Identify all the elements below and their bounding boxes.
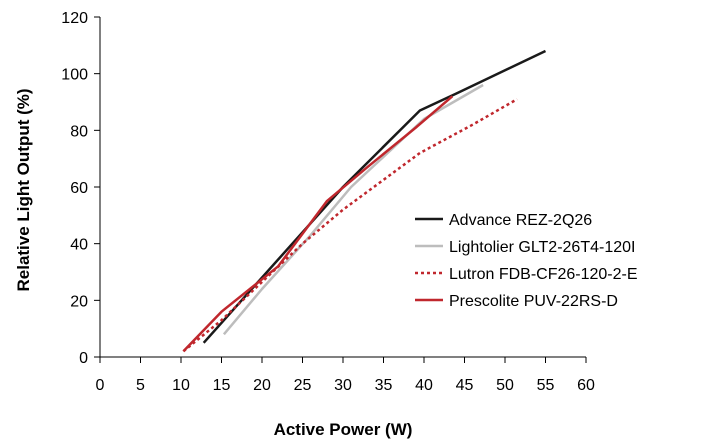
legend: Advance REZ-2Q26 Lightolier GLT2-26T4-120… xyxy=(415,212,638,310)
y-tick-label: 120 xyxy=(61,10,88,27)
y-tick-label: 20 xyxy=(70,293,88,310)
legend-label: Advance REZ-2Q26 xyxy=(449,212,592,229)
x-tick-label: 15 xyxy=(213,377,231,394)
legend-label: Prescolite PUV-22RS-D xyxy=(449,293,618,310)
x-tick-label: 50 xyxy=(496,377,514,394)
series-line xyxy=(182,95,454,353)
y-axis-ticks: 0 20 40 60 80 100 120 xyxy=(61,10,100,367)
series-line xyxy=(222,83,484,336)
x-axis-ticks: 0 5 10 15 20 25 30 35 40 45 50 55 60 xyxy=(96,357,595,394)
x-tick-label: 40 xyxy=(415,377,433,394)
x-tick-label: 0 xyxy=(96,377,105,394)
y-tick-label: 80 xyxy=(70,123,88,140)
y-tick-label: 100 xyxy=(61,67,88,84)
y-axis-title: Relative Light Output (%) xyxy=(14,88,33,291)
series-line xyxy=(202,49,547,344)
y-tick-label: 60 xyxy=(70,180,88,197)
y-tick-label: 0 xyxy=(79,350,88,367)
series-line xyxy=(182,98,518,353)
x-tick-label: 45 xyxy=(456,377,474,394)
y-tick-label: 40 xyxy=(70,237,88,254)
x-tick-label: 35 xyxy=(375,377,393,394)
legend-label: Lightolier GLT2-26T4-120I xyxy=(449,239,635,256)
legend-label: Lutron FDB-CF26-120-2-E xyxy=(449,266,638,283)
x-tick-label: 20 xyxy=(253,377,271,394)
x-tick-label: 30 xyxy=(334,377,352,394)
x-tick-label: 25 xyxy=(294,377,312,394)
x-tick-label: 10 xyxy=(172,377,190,394)
x-tick-label: 60 xyxy=(577,377,595,394)
x-tick-label: 55 xyxy=(537,377,555,394)
series-lines xyxy=(182,49,547,353)
x-tick-label: 5 xyxy=(136,377,145,394)
x-axis-title: Active Power (W) xyxy=(274,420,413,439)
